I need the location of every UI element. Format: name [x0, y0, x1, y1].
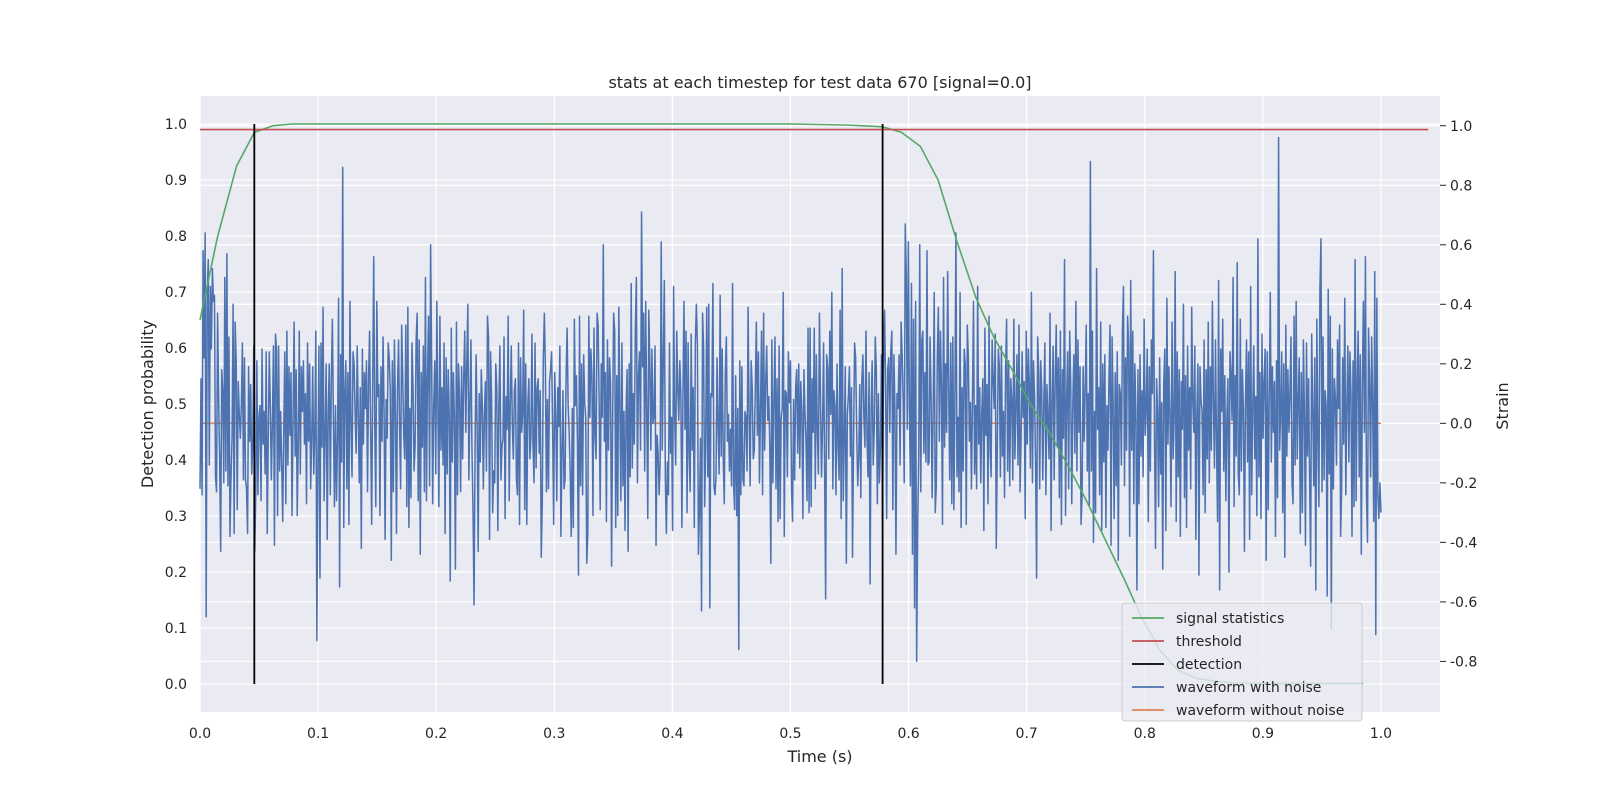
legend-label: signal statistics	[1176, 611, 1284, 627]
legend-box	[1121, 602, 1363, 722]
x-tick-label: 0.5	[779, 726, 801, 742]
y-left-tick-label: 0.2	[165, 565, 187, 581]
x-tick-label: 0.0	[189, 726, 211, 742]
y-axis-label-right: Strain	[1493, 382, 1512, 429]
y-right-tick-label: 0.0	[1450, 416, 1472, 432]
y-axis-label-left: Detection probability	[138, 320, 157, 488]
y-left-tick-label: 0.9	[165, 173, 187, 189]
x-tick-label: 0.8	[1134, 726, 1156, 742]
legend-entries: signal statistics threshold detection wavef…	[1132, 611, 1344, 719]
legend-label: detection	[1176, 657, 1242, 673]
x-tick-label: 0.4	[661, 726, 683, 742]
y-left-tick-label: 0.6	[165, 341, 187, 357]
y-left-tick-label: 0.0	[165, 677, 187, 693]
legend: signal statistics threshold detection wavef…	[1121, 602, 1363, 722]
series-waveform-with-noise	[199, 136, 1382, 663]
y-left-tick-label: 1.0	[165, 117, 187, 133]
y-left-tick-label: 0.7	[165, 285, 187, 301]
x-tick-label: 0.3	[543, 726, 565, 742]
y-left-tick-label: 0.1	[165, 621, 187, 637]
chart-title: stats at each timestep for test data 670…	[608, 73, 1031, 92]
y-left-tick-label: 0.5	[165, 397, 187, 413]
legend-label: waveform with noise	[1176, 680, 1321, 696]
y-left-tick-label: 0.4	[165, 453, 187, 469]
x-tick-label: 0.2	[425, 726, 447, 742]
x-tick-label: 1.0	[1370, 726, 1392, 742]
y-right-tick-label: 0.2	[1450, 357, 1472, 373]
tick-layer: 0.0 0.1 0.2 0.3 0.4 0.5 0.6 0.7 0.8 0.9 1.0 0.0 0.1 0…	[165, 117, 1478, 742]
y-left-tick-label: 0.8	[165, 229, 187, 245]
legend-label: threshold	[1176, 634, 1242, 650]
legend-label: waveform without noise	[1176, 703, 1344, 719]
x-tick-label: 0.7	[1016, 726, 1038, 742]
y-right-tick-label: -0.4	[1450, 535, 1477, 551]
x-tick-label: 0.1	[307, 726, 329, 742]
y-right-tick-label: 0.6	[1450, 238, 1472, 254]
y-left-tick-label: 0.3	[165, 509, 187, 525]
y-right-tick-label: -0.2	[1450, 476, 1477, 492]
y-right-tick-label: 0.4	[1450, 297, 1472, 313]
y-right-tick-label: -0.6	[1450, 595, 1477, 611]
x-tick-label: 0.6	[897, 726, 919, 742]
y-right-tick-label: 0.8	[1450, 178, 1472, 194]
x-tick-label: 0.9	[1252, 726, 1274, 742]
y-right-tick-label: -0.8	[1450, 654, 1477, 670]
y-right-tick-label: 1.0	[1450, 119, 1472, 135]
x-axis-label: Time (s)	[786, 747, 852, 766]
